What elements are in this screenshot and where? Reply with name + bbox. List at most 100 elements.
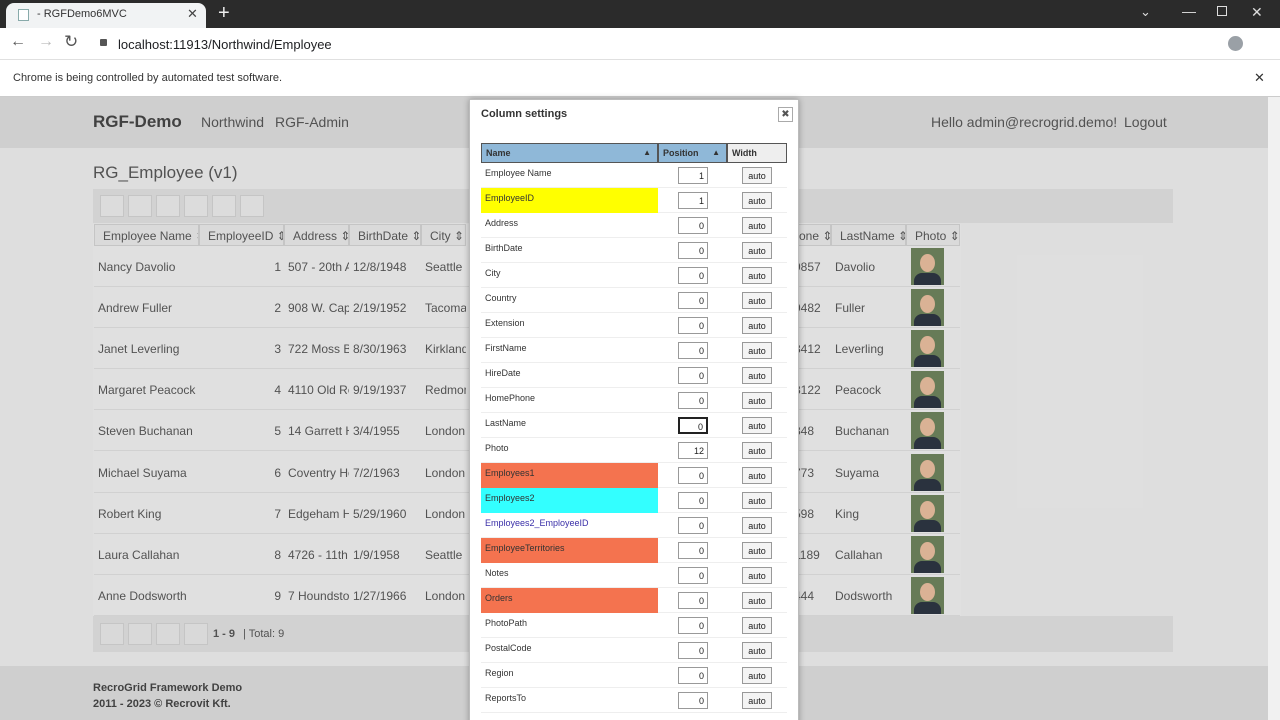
- column-header[interactable]: one ⇕: [790, 224, 831, 246]
- back[interactable]: ←: [10, 33, 26, 50]
- tab-title: - RGFDemo6MVC: [37, 8, 127, 20]
- tab-close[interactable]: ✕: [187, 6, 198, 21]
- width-button[interactable]: auto: [742, 167, 772, 184]
- settings-header[interactable]: Position ▲: [658, 143, 727, 163]
- photo-face: [920, 336, 935, 355]
- position-input[interactable]: 0: [678, 592, 708, 609]
- column-header[interactable]: Address ⇕: [284, 224, 349, 246]
- width-button[interactable]: auto: [742, 692, 772, 709]
- nav-link[interactable]: RGF-Admin: [275, 114, 349, 130]
- nav-link[interactable]: Northwind: [201, 114, 265, 130]
- width-button[interactable]: auto: [742, 292, 772, 309]
- dialog-close[interactable]: ✖: [778, 107, 793, 122]
- position-input[interactable]: 0: [678, 292, 708, 309]
- column-header[interactable]: Employee Name ⇕: [94, 224, 199, 246]
- position-input[interactable]: 0: [678, 667, 708, 684]
- width-button[interactable]: auto: [742, 542, 772, 559]
- footer-line: RecroGrid Framework Demo: [93, 682, 243, 694]
- settings-header[interactable]: Name ▲: [481, 143, 658, 163]
- width-button[interactable]: auto: [742, 642, 772, 659]
- width-button[interactable]: auto: [742, 567, 772, 584]
- position-input[interactable]: 0: [678, 342, 708, 359]
- new-tab[interactable]: +: [218, 2, 230, 24]
- infobar-close[interactable]: ✕: [1254, 70, 1265, 85]
- column-header[interactable]: LastName ⇕: [831, 224, 906, 246]
- logout[interactable]: Logout: [1124, 114, 1167, 130]
- toolbar-button[interactable]: [212, 195, 236, 217]
- column-header[interactable]: Photo ⇕: [906, 224, 960, 246]
- width-button[interactable]: auto: [742, 617, 772, 634]
- url[interactable]: localhost:11913/Northwind/Employee: [118, 37, 332, 52]
- greeting: Hello admin@recrogrid.demo!: [931, 114, 1118, 130]
- position-input[interactable]: 0: [678, 692, 708, 709]
- pager-button[interactable]: [156, 623, 180, 645]
- toolbar-button[interactable]: [100, 195, 124, 217]
- photo-body: [914, 396, 941, 409]
- settings-row: [481, 663, 787, 688]
- width-button[interactable]: auto: [742, 217, 772, 234]
- position-input[interactable]: 12: [678, 442, 708, 459]
- settings-row: [481, 163, 787, 188]
- column-header[interactable]: BirthDate ⇕: [349, 224, 421, 246]
- grid-cell: 1189: [794, 547, 820, 562]
- position-input[interactable]: 0: [678, 492, 708, 509]
- header-text: City: [430, 229, 451, 243]
- position-input[interactable]: 0: [678, 417, 708, 434]
- pager-button[interactable]: [100, 623, 124, 645]
- win-min[interactable]: ⌄: [1140, 4, 1151, 19]
- position-input[interactable]: 0: [678, 517, 708, 534]
- width-button[interactable]: auto: [742, 242, 772, 259]
- settings-header[interactable]: Width: [727, 143, 787, 163]
- win-close[interactable]: ✕: [1251, 4, 1263, 20]
- position-input[interactable]: 0: [678, 617, 708, 634]
- position-input[interactable]: 0: [678, 467, 708, 484]
- toolbar-button[interactable]: [128, 195, 152, 217]
- width-button[interactable]: auto: [742, 592, 772, 609]
- width-button[interactable]: auto: [742, 392, 772, 409]
- position-input[interactable]: 0: [678, 242, 708, 259]
- width-button[interactable]: auto: [742, 667, 772, 684]
- column-header[interactable]: EmployeeID ⇕: [199, 224, 284, 246]
- photo-face: [920, 500, 935, 519]
- settings-name: Employees1: [481, 463, 658, 488]
- position-input[interactable]: 0: [678, 317, 708, 334]
- width-button[interactable]: auto: [742, 342, 772, 359]
- reload[interactable]: ↻: [64, 32, 79, 51]
- position-input[interactable]: 0: [678, 642, 708, 659]
- width-button[interactable]: auto: [742, 467, 772, 484]
- width-button[interactable]: auto: [742, 517, 772, 534]
- position-input[interactable]: 0: [678, 367, 708, 384]
- position-input[interactable]: 0: [678, 542, 708, 559]
- width-button[interactable]: auto: [742, 442, 772, 459]
- width-button[interactable]: auto: [742, 317, 772, 334]
- settings-name: Orders: [481, 588, 658, 613]
- toolbar-button[interactable]: [240, 195, 264, 217]
- width-button[interactable]: auto: [742, 367, 772, 384]
- toolbar-button[interactable]: [156, 195, 180, 217]
- grid-cell: Callahan: [835, 547, 883, 562]
- forward[interactable]: →: [38, 33, 54, 50]
- width-button[interactable]: auto: [742, 417, 772, 434]
- column-header[interactable]: City ⇕: [421, 224, 466, 246]
- toolbar-button[interactable]: [184, 195, 208, 217]
- grid-cell: King: [835, 506, 860, 521]
- position-input[interactable]: 0: [678, 267, 708, 284]
- width-button[interactable]: auto: [742, 492, 772, 509]
- win-min[interactable]: —: [1182, 3, 1196, 19]
- brand[interactable]: RGF-Demo: [93, 112, 182, 131]
- position-input[interactable]: 1: [678, 167, 708, 184]
- grid-cell: 4110 Old Re: [288, 383, 349, 398]
- pager-button[interactable]: [184, 623, 208, 645]
- position-input[interactable]: 0: [678, 392, 708, 409]
- width-button[interactable]: auto: [742, 192, 772, 209]
- width-button[interactable]: auto: [742, 267, 772, 284]
- profile[interactable]: [1228, 36, 1243, 51]
- grid-cell: 8: [274, 547, 281, 562]
- win-max[interactable]: [1217, 6, 1227, 16]
- tab-strip: [0, 0, 1280, 28]
- position-input[interactable]: 0: [678, 217, 708, 234]
- pager-button[interactable]: [128, 623, 152, 645]
- header-text: LastName: [840, 229, 895, 243]
- position-input[interactable]: 0: [678, 567, 708, 584]
- position-input[interactable]: 1: [678, 192, 708, 209]
